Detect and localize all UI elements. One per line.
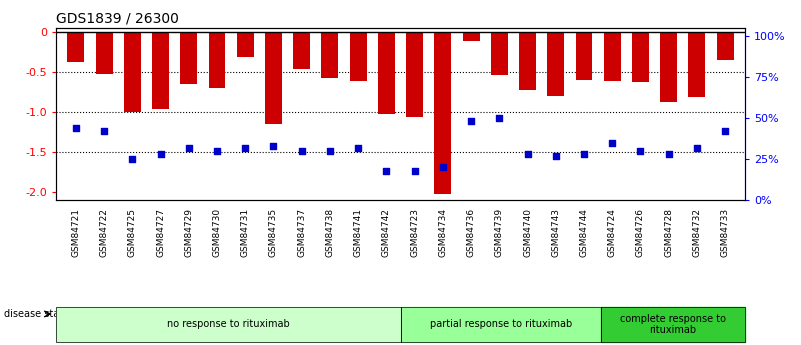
Point [352, 145, 364, 150]
Point [70, 125, 83, 130]
Point [183, 145, 195, 150]
Bar [208, 32, 225, 88]
Bar [660, 32, 677, 102]
Bar [350, 32, 367, 81]
Text: partial response to rituximab: partial response to rituximab [430, 319, 572, 329]
Bar [604, 32, 621, 80]
Text: complete response to
rituximab: complete response to rituximab [620, 314, 727, 335]
Point [493, 115, 505, 121]
Bar [632, 32, 649, 82]
Text: disease state: disease state [4, 309, 69, 319]
Point [634, 148, 647, 154]
Bar [434, 32, 451, 194]
Point [549, 153, 562, 158]
Bar [293, 32, 310, 69]
Text: no response to rituximab: no response to rituximab [167, 319, 290, 329]
Bar [717, 32, 734, 60]
Point [606, 140, 618, 145]
Point [324, 148, 336, 154]
Point [718, 128, 731, 134]
Legend: log2 ratio, percentile rank within the sample: log2 ratio, percentile rank within the s… [61, 307, 253, 340]
Point [211, 148, 223, 154]
Point [662, 151, 675, 157]
Point [690, 145, 703, 150]
Point [380, 168, 392, 173]
Point [267, 143, 280, 149]
Point [239, 145, 252, 150]
Bar [152, 32, 169, 109]
Bar [491, 32, 508, 75]
Bar [689, 32, 706, 97]
Bar [265, 32, 282, 124]
Point [98, 128, 111, 134]
Bar [406, 32, 423, 117]
Bar [95, 32, 112, 74]
Point [465, 118, 477, 124]
Bar [67, 32, 84, 62]
Bar [547, 32, 564, 96]
Point [126, 156, 139, 162]
Bar [321, 32, 338, 78]
Point [409, 168, 421, 173]
Text: GDS1839 / 26300: GDS1839 / 26300 [56, 11, 179, 25]
Bar [519, 32, 536, 90]
Bar [463, 32, 480, 41]
Bar [124, 32, 141, 112]
Bar [180, 32, 197, 84]
Point [154, 151, 167, 157]
Point [521, 151, 534, 157]
Point [437, 165, 449, 170]
Point [578, 151, 590, 157]
Bar [378, 32, 395, 114]
Bar [576, 32, 593, 80]
Point [296, 148, 308, 154]
Bar [237, 32, 254, 57]
